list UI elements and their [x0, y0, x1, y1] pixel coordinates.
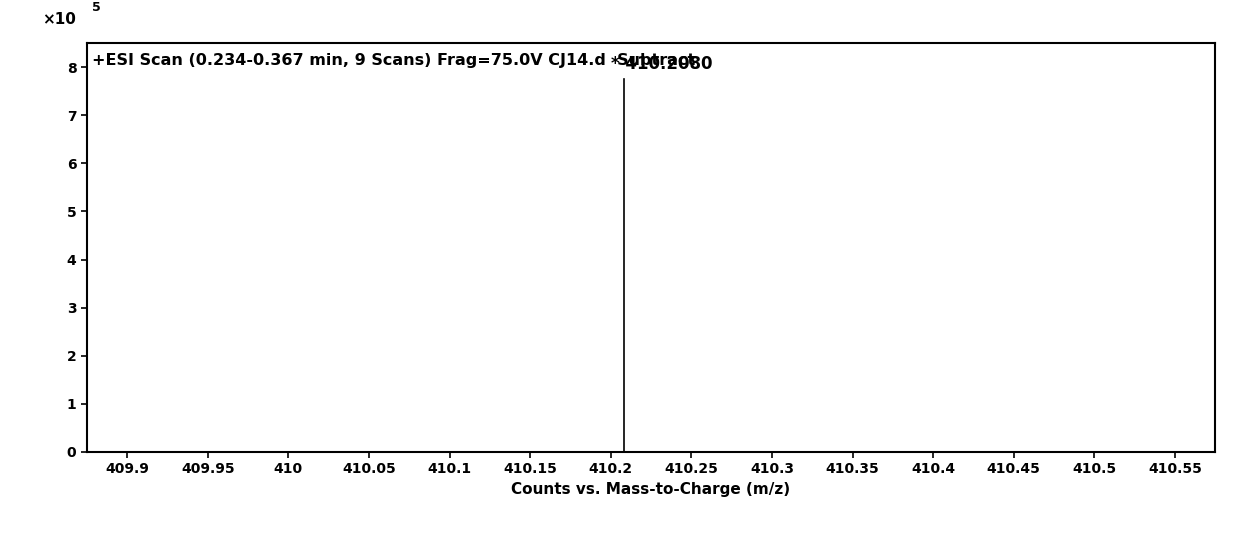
Text: ×10: ×10 [42, 12, 76, 27]
Text: 5: 5 [93, 2, 102, 15]
Text: +ESI Scan (0.234-0.367 min, 9 Scans) Frag=75.0V CJ14.d  Subtract: +ESI Scan (0.234-0.367 min, 9 Scans) Fra… [93, 53, 696, 68]
X-axis label: Counts vs. Mass-to-Charge (m/z): Counts vs. Mass-to-Charge (m/z) [511, 482, 791, 497]
Text: * 410.2080: * 410.2080 [611, 55, 712, 73]
